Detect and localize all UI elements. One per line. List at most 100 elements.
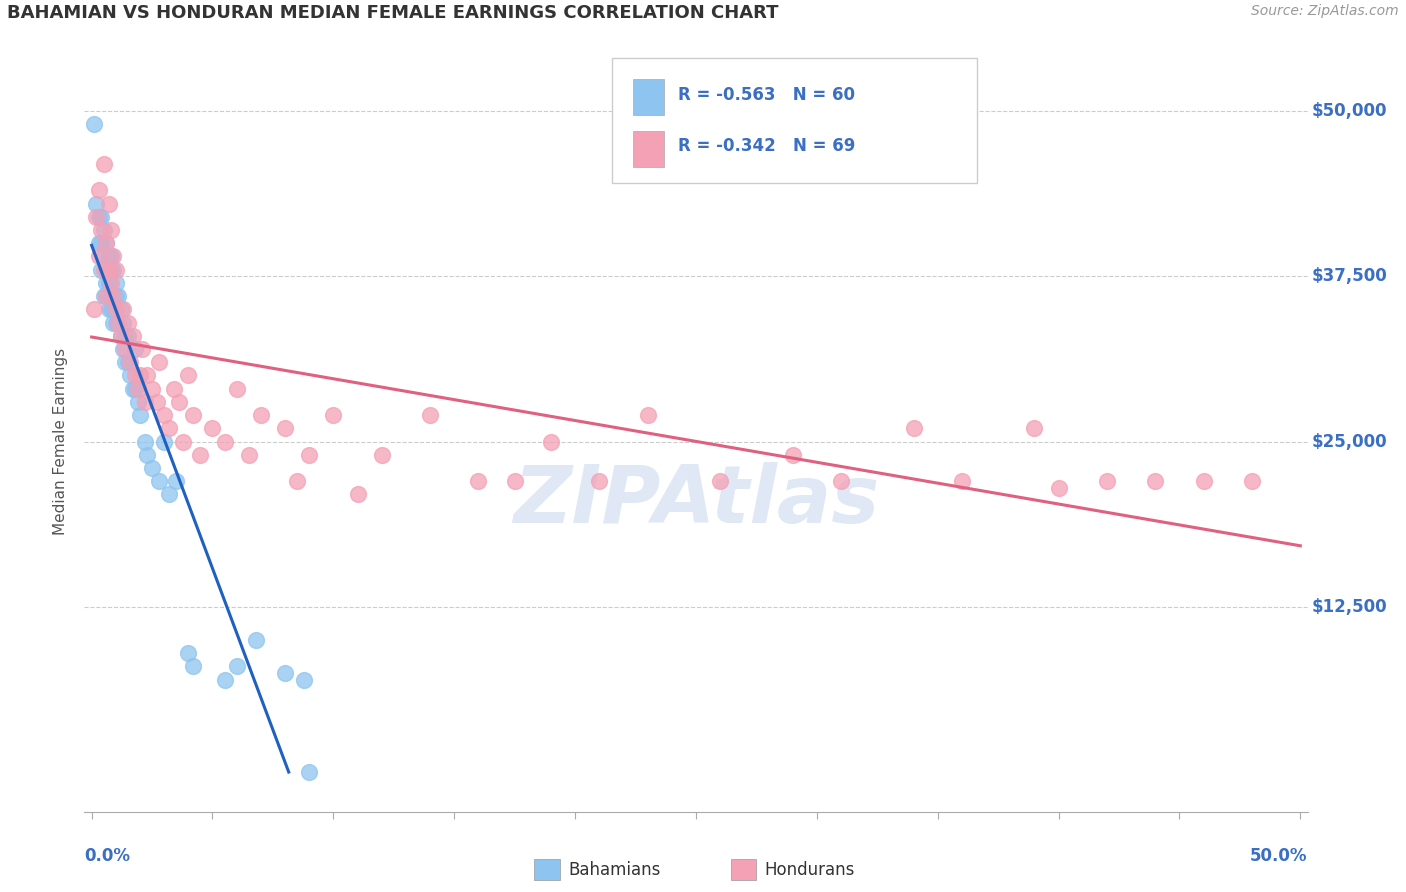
Point — [540, 434, 562, 449]
Point — [157, 421, 180, 435]
Text: Bahamians: Bahamians — [568, 861, 661, 879]
Point — [298, 448, 321, 462]
Point — [298, 765, 321, 780]
Text: 0.0%: 0.0% — [84, 847, 131, 865]
Point — [127, 395, 149, 409]
Point — [120, 355, 142, 369]
Point — [103, 250, 125, 264]
Point — [104, 316, 127, 330]
Point — [94, 262, 117, 277]
Point — [370, 448, 392, 462]
Point — [121, 382, 143, 396]
Point — [87, 236, 110, 251]
Point — [103, 316, 125, 330]
Point — [292, 673, 315, 687]
Point — [93, 289, 115, 303]
Point — [114, 355, 136, 369]
Point — [103, 289, 125, 303]
Point — [104, 276, 127, 290]
Text: R = -0.342   N = 69: R = -0.342 N = 69 — [678, 137, 855, 155]
Y-axis label: Median Female Earnings: Median Female Earnings — [53, 348, 69, 535]
Point — [100, 262, 122, 277]
Point — [274, 421, 297, 435]
Point — [94, 289, 117, 303]
Text: 50.0%: 50.0% — [1250, 847, 1308, 865]
Point — [90, 210, 112, 224]
Point — [124, 368, 146, 383]
Point — [129, 368, 152, 383]
Point — [1095, 474, 1118, 488]
Point — [97, 276, 120, 290]
Point — [782, 448, 804, 462]
Point — [112, 302, 135, 317]
Point — [903, 421, 925, 435]
Point — [136, 448, 159, 462]
Point — [285, 474, 308, 488]
Text: R = -0.563   N = 60: R = -0.563 N = 60 — [678, 86, 855, 103]
Text: ZIPAtlas: ZIPAtlas — [513, 462, 879, 540]
Point — [104, 289, 127, 303]
Point — [419, 408, 441, 422]
Point — [274, 665, 297, 680]
Point — [107, 289, 129, 303]
Point — [86, 196, 108, 211]
Point — [103, 302, 125, 317]
Point — [86, 210, 108, 224]
Point — [107, 316, 129, 330]
Point — [588, 474, 610, 488]
Point — [141, 382, 163, 396]
Point — [830, 474, 852, 488]
Text: Hondurans: Hondurans — [765, 861, 855, 879]
Point — [100, 250, 122, 264]
Text: $25,000: $25,000 — [1312, 433, 1388, 450]
Point — [100, 276, 122, 290]
Point — [1192, 474, 1215, 488]
Point — [97, 276, 120, 290]
Point — [104, 302, 127, 317]
Text: $37,500: $37,500 — [1312, 268, 1388, 285]
Point — [97, 196, 120, 211]
Point — [124, 342, 146, 356]
Point — [214, 673, 236, 687]
Point — [97, 302, 120, 317]
Point — [117, 316, 139, 330]
Point — [97, 262, 120, 277]
Point — [90, 236, 112, 251]
Point — [177, 368, 200, 383]
Point — [114, 342, 136, 356]
Point — [94, 276, 117, 290]
Point — [1144, 474, 1167, 488]
Point — [172, 434, 194, 449]
Text: BAHAMIAN VS HONDURAN MEDIAN FEMALE EARNINGS CORRELATION CHART: BAHAMIAN VS HONDURAN MEDIAN FEMALE EARNI… — [7, 4, 779, 22]
Point — [134, 434, 156, 449]
Point — [94, 289, 117, 303]
Point — [100, 302, 122, 317]
Point — [346, 487, 368, 501]
Point — [112, 316, 135, 330]
Point — [165, 474, 187, 488]
Point — [214, 434, 236, 449]
Point — [238, 448, 260, 462]
Point — [245, 632, 267, 647]
Point — [131, 342, 153, 356]
Point — [181, 659, 204, 673]
Point — [225, 382, 247, 396]
Point — [94, 236, 117, 251]
Point — [93, 157, 115, 171]
Point — [114, 328, 136, 343]
Point — [117, 355, 139, 369]
Point — [103, 262, 125, 277]
Point — [637, 408, 659, 422]
Point — [124, 382, 146, 396]
Point — [127, 382, 149, 396]
Point — [950, 474, 973, 488]
Point — [93, 223, 115, 237]
Point — [153, 408, 176, 422]
Point — [110, 328, 132, 343]
Point — [177, 646, 200, 660]
Point — [110, 302, 132, 317]
Text: $50,000: $50,000 — [1312, 102, 1388, 120]
Point — [90, 262, 112, 277]
Point — [1047, 481, 1070, 495]
Point — [103, 289, 125, 303]
